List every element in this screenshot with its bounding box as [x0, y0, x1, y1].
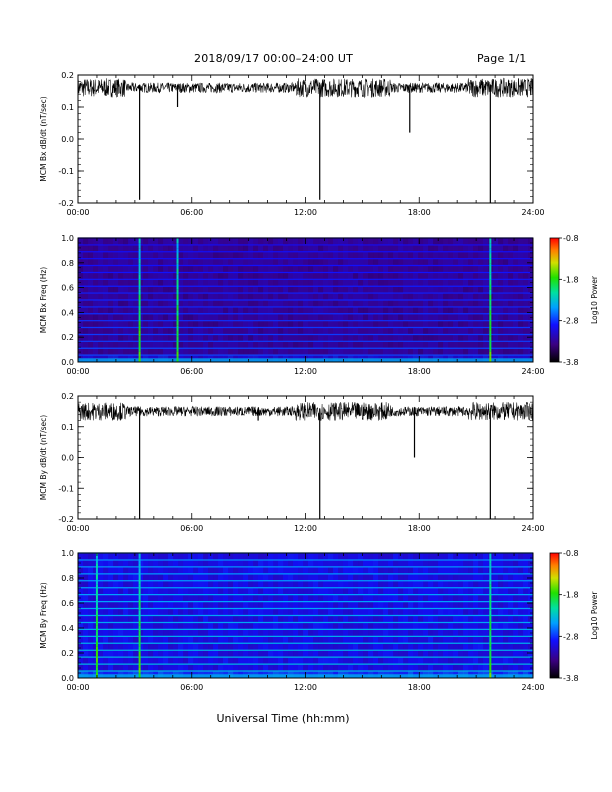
y-tick-label: -0.1	[58, 484, 74, 493]
y-tick-label: 0.6	[61, 284, 74, 293]
plot-frame	[77, 395, 534, 520]
x-tick-label: 12:00	[294, 367, 317, 376]
y-tick-label: 1.0	[61, 549, 74, 558]
x-tick-label: 24:00	[521, 524, 544, 533]
colorbar-label: Log10 Power	[590, 591, 599, 640]
page-title: 2018/09/17 00:00–24:00 UT	[194, 52, 354, 65]
line-panel-2: 00:00 06:00 12:00 18:00 24:00 -0.2 -0.1 0.0 0.1 0…	[39, 392, 545, 533]
y-tick-label: 0.2	[61, 649, 74, 658]
colorbar-tick-label: -0.8	[563, 549, 579, 558]
y-tick-label: 0.2	[61, 392, 74, 401]
x-tick-label: 12:00	[294, 524, 317, 533]
y-tick-label: 0.0	[61, 674, 74, 683]
colorbar	[549, 552, 560, 679]
x-tick-label: 00:00	[66, 683, 89, 692]
y-tick-label: 0.1	[61, 103, 74, 112]
y-tick-label: 0.4	[61, 624, 74, 633]
colorbar-tick-label: -3.8	[563, 358, 579, 367]
colorbar-tick-label: -1.8	[563, 591, 579, 600]
y-tick-label: 0.8	[61, 574, 74, 583]
colorbar-tick-label: -1.8	[563, 275, 579, 284]
y-axis-label: MCM Bx dB/dt (nT/sec)	[39, 96, 48, 181]
colorbar-tick-label: -0.8	[563, 234, 579, 243]
y-tick-label: 1.0	[61, 234, 74, 243]
x-tick-label: 06:00	[180, 208, 203, 217]
y-tick-label: 0.6	[61, 599, 74, 608]
series-line	[77, 77, 534, 99]
y-tick-label: 0.8	[61, 259, 74, 268]
x-tick-label: 06:00	[180, 524, 203, 533]
x-tick-label: 24:00	[521, 208, 544, 217]
x-tick-label: 12:00	[294, 683, 317, 692]
y-axis-label: MCM By dB/dt (nT/sec)	[39, 415, 48, 500]
y-tick-label: 0.0	[61, 135, 74, 144]
x-tick-label: 00:00	[66, 208, 89, 217]
y-axis-label: MCM Bx Freq (Hz)	[39, 267, 48, 333]
colorbar-tick-label: -2.8	[563, 317, 579, 326]
x-tick-label: 00:00	[66, 524, 89, 533]
colorbar	[549, 237, 560, 363]
series-line	[77, 401, 534, 422]
x-tick-label: 24:00	[521, 367, 544, 376]
x-tick-label: 06:00	[180, 683, 203, 692]
colorbar-tick-label: -3.8	[563, 674, 579, 683]
x-tick-label: 24:00	[521, 683, 544, 692]
x-tick-label: 18:00	[408, 208, 431, 217]
x-tick-label: 12:00	[294, 208, 317, 217]
y-tick-label: 0.4	[61, 308, 74, 317]
x-tick-label: 18:00	[408, 367, 431, 376]
x-tick-label: 18:00	[408, 524, 431, 533]
y-tick-label: 0.0	[61, 358, 74, 367]
x-tick-label: 18:00	[408, 683, 431, 692]
y-tick-label: -0.2	[58, 199, 74, 208]
y-tick-label: 0.1	[61, 423, 74, 432]
spectrogram-panel-1: 00:00 06:00 12:00 18:00 24:00 0.0 0.2 0.4 0.6 0.8…	[39, 234, 599, 376]
colorbar-label: Log10 Power	[590, 275, 599, 324]
spectrogram-panel-3: 00:00 06:00 12:00 18:00 24:00 0.0 0.2 0.4 0.6 0.8…	[39, 549, 599, 692]
plot-frame	[77, 74, 534, 204]
y-axis-label: MCM By Freq (Hz)	[39, 582, 48, 648]
y-tick-label: 0.2	[61, 333, 74, 342]
colorbar-tick-label: -2.8	[563, 632, 579, 641]
y-tick-label: -0.1	[58, 167, 74, 176]
y-tick-label: 0.2	[61, 71, 74, 80]
x-axis-label: Universal Time (hh:mm)	[217, 712, 350, 725]
x-tick-label: 00:00	[66, 367, 89, 376]
y-tick-label: -0.2	[58, 515, 74, 524]
page-number: Page 1/1	[477, 52, 527, 65]
y-tick-label: 0.0	[61, 454, 74, 463]
x-tick-label: 06:00	[180, 367, 203, 376]
line-panel-0: 00:00 06:00 12:00 18:00 24:00 -0.2 -0.1 0.0 0.1 0…	[39, 71, 545, 217]
